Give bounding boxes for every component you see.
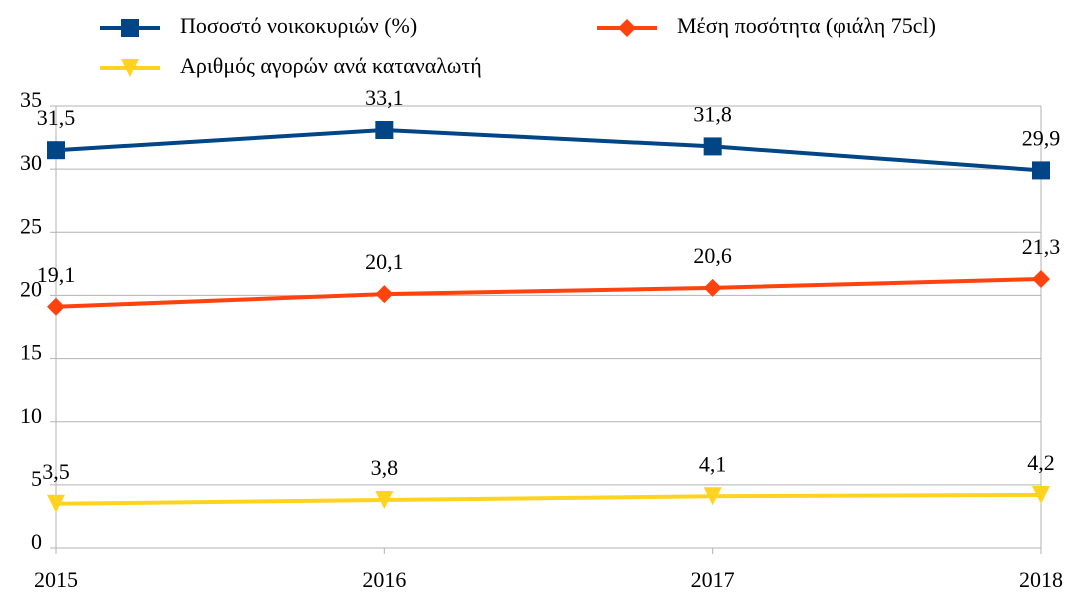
- data-label: 4,2: [1027, 450, 1055, 475]
- data-label: 3,8: [371, 455, 399, 480]
- y-tick-label: 0: [31, 529, 42, 554]
- data-label: 21,3: [1022, 234, 1061, 259]
- legend-marker: [618, 19, 636, 37]
- point-marker: [47, 494, 65, 513]
- point-marker: [1032, 485, 1050, 504]
- point-marker: [1032, 270, 1050, 289]
- data-label: 33,1: [365, 85, 404, 110]
- data-label: 20,1: [365, 249, 404, 274]
- y-tick-label: 30: [20, 150, 42, 175]
- data-label: 19,1: [37, 262, 76, 287]
- point-marker: [703, 487, 722, 506]
- point-marker: [375, 120, 394, 139]
- data-label: 3,5: [42, 459, 70, 484]
- series-line: [55, 277, 1042, 309]
- series-line: [55, 127, 1042, 173]
- y-tick-label: 5: [31, 466, 42, 491]
- x-tick-label: 2016: [362, 567, 406, 592]
- point-marker: [47, 297, 65, 316]
- point-marker: [703, 278, 722, 297]
- y-tick-label: 10: [20, 403, 42, 428]
- y-tick-label: 20: [20, 276, 42, 301]
- legend-label: Ποσοστό νοικοκυριών (%): [180, 13, 417, 38]
- x-tick-label: 2017: [691, 567, 735, 592]
- x-tick-label: 2018: [1019, 567, 1063, 592]
- data-label: 20,6: [693, 243, 732, 268]
- y-tick-label: 25: [20, 213, 42, 238]
- legend-label: Μέση ποσότητα (φιάλη 75cl): [677, 13, 936, 38]
- series-line: [55, 492, 1042, 506]
- legend-marker: [121, 19, 139, 37]
- point-marker: [47, 141, 65, 160]
- point-marker: [1032, 161, 1050, 180]
- data-label: 31,8: [693, 101, 732, 126]
- x-tick-label: 2015: [34, 567, 78, 592]
- legend-label: Αριθμός αγορών ανά καταναλωτή: [180, 53, 482, 78]
- data-label: 29,9: [1022, 125, 1061, 150]
- point-marker: [375, 491, 394, 510]
- data-label: 31,5: [37, 105, 76, 130]
- point-marker: [703, 137, 722, 156]
- legend-marker: [121, 59, 139, 77]
- data-label: 4,1: [699, 451, 727, 476]
- y-tick-label: 15: [20, 340, 42, 365]
- point-marker: [375, 285, 394, 304]
- y-tick-label: 35: [20, 87, 42, 112]
